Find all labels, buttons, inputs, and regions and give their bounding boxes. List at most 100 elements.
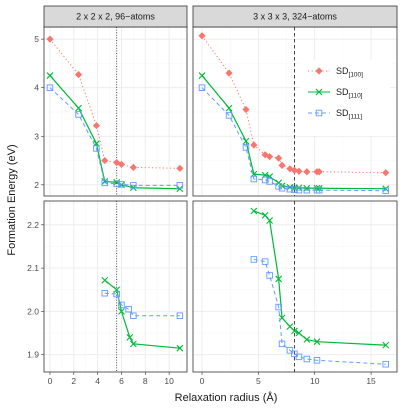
data-point-sd100 [242, 105, 250, 114]
data-point-sd110 [313, 338, 321, 346]
gridlines [44, 27, 187, 196]
panel-r2-c1: 1.9 2.0 2.1 2.2 0 2 4 6 8 10 [27, 200, 188, 386]
data-point-sd111 [261, 176, 269, 184]
x-tick-label: 6 [119, 376, 124, 386]
y-tick-label: 1.9 [27, 350, 39, 360]
data-point-sd111 [286, 185, 294, 193]
data-point-sd111 [303, 186, 311, 194]
data-point-sd100 [382, 169, 390, 177]
data-point-sd100 [176, 164, 184, 172]
data-point-sd100 [266, 153, 274, 161]
data-point-sd111 [118, 181, 125, 188]
panel-r1-c1: 2 3 4 5 [34, 26, 188, 197]
y-tick-label: 4 [34, 83, 39, 93]
data-point-sd100 [101, 156, 109, 165]
series-line-sd111 [253, 258, 386, 365]
x-tick-label: 15 [366, 376, 376, 386]
series-line-sd111 [49, 87, 180, 186]
legend-label: SD[110] [336, 87, 363, 100]
series-line-sd111 [201, 87, 386, 192]
data-point-sd110 [225, 104, 233, 112]
data-point-sd111 [295, 186, 303, 194]
data-point-sd110 [126, 333, 134, 341]
data-point-sd110 [266, 217, 274, 224]
y-tick-label: 2.2 [27, 220, 39, 230]
data-point-sd100 [198, 32, 206, 40]
x-tick-label: 2 [71, 376, 76, 386]
data-point-sd100 [275, 154, 283, 162]
facet-strip-1 [43, 5, 188, 28]
data-point-sd111 [275, 183, 282, 190]
data-point-sd110 [176, 185, 184, 193]
data-point-sd111 [250, 175, 258, 183]
data-point-sd110 [303, 336, 311, 343]
data-point-sd111 [46, 84, 54, 91]
data-point-sd100 [315, 168, 323, 176]
series-sd111 [198, 84, 389, 194]
legend-item-sd100: SD[100] [308, 66, 363, 79]
data-point-sd110 [382, 341, 390, 349]
x-tick-label: 10 [164, 376, 174, 386]
data-point-sd111 [291, 186, 298, 193]
data-point-sd110 [101, 276, 109, 284]
data-point-sd100 [113, 158, 121, 167]
data-point-sd111 [382, 360, 389, 368]
data-point-sd111 [250, 256, 258, 263]
data-point-sd110 [129, 340, 137, 348]
data-point-sd111 [101, 179, 109, 187]
legend-background [300, 60, 390, 136]
legend-label: SD[111] [336, 108, 362, 121]
series-sd111 [101, 289, 184, 319]
series-sd111 [46, 84, 184, 189]
data-point-sd110 [291, 327, 298, 335]
data-point-sd111 [278, 184, 286, 192]
series-sd100 [46, 35, 184, 172]
data-point-sd111 [198, 84, 206, 91]
facet-strips: 2 x 2 x 2, 96−atoms 3 x 3 x 3, 324−atoms [43, 5, 398, 28]
data-point-sd111 [125, 305, 132, 313]
data-point-sd100 [117, 160, 126, 169]
legend: SD[100] SD[110] SD[111] [300, 60, 390, 136]
series-sd100 [198, 32, 390, 177]
data-point-sd111 [315, 186, 323, 194]
series-sd110 [101, 276, 184, 352]
data-point-sd100 [74, 70, 83, 79]
y-tick-label: 5 [34, 34, 39, 44]
data-point-sd100 [303, 168, 311, 176]
data-point-sd110 [198, 72, 206, 79]
data-point-sd111 [278, 340, 286, 348]
gridlines [44, 201, 187, 372]
panel-r1-c2 [192, 26, 398, 197]
x-tick-label: 10 [310, 376, 320, 386]
x-tick-label: 8 [143, 376, 148, 386]
data-point-sd100 [250, 141, 258, 149]
data-point-sd110 [250, 207, 258, 215]
data-point-sd110 [275, 275, 283, 283]
data-point-sd100 [225, 69, 233, 77]
y-tick-label: 2.1 [27, 263, 39, 273]
legend-item-sd111: SD[111] [308, 108, 362, 121]
data-point-sd100 [261, 151, 269, 159]
panel-r2-c2: 0 5 10 15 [192, 200, 398, 386]
series-sd111 [250, 256, 389, 368]
data-point-sd111 [275, 303, 282, 311]
facet-strip-2 [192, 5, 398, 28]
x-tick-label: 0 [48, 376, 53, 386]
legend-label: SD[100] [336, 66, 363, 79]
legend-key-marker [315, 109, 323, 117]
data-point-sd100 [278, 161, 286, 170]
y-tick-label: 2 [34, 180, 39, 190]
data-point-sd111 [93, 145, 100, 152]
series-sd110 [250, 207, 390, 349]
data-point-sd111 [176, 312, 184, 319]
data-point-sd111 [242, 144, 250, 151]
data-point-sd111 [286, 347, 294, 354]
data-point-sd111 [225, 112, 233, 119]
panels-layer: 2 3 4 5 1.9 2.0 2.1 2.2 0 2 4 6 8 10 0 5 10 15 [27, 26, 398, 386]
x-tick-label: 0 [200, 376, 205, 386]
data-point-sd110 [75, 104, 82, 112]
y-axis-title: Formation Energy (eV) [6, 144, 18, 255]
series-line-sd111 [104, 292, 180, 317]
data-point-sd111 [303, 355, 311, 363]
